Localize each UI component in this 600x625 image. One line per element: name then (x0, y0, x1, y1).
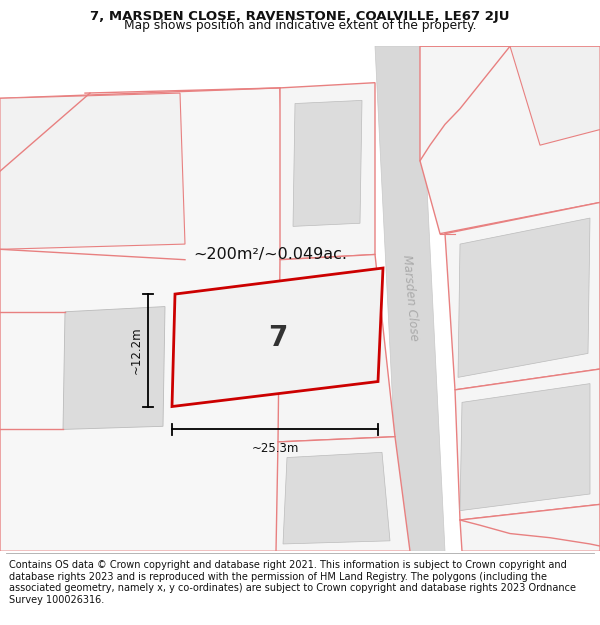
Polygon shape (375, 46, 445, 551)
Polygon shape (510, 46, 600, 145)
Polygon shape (280, 82, 375, 260)
Polygon shape (0, 93, 185, 249)
Polygon shape (0, 88, 295, 551)
Polygon shape (445, 202, 600, 390)
Text: ~200m²/~0.049ac.: ~200m²/~0.049ac. (193, 247, 347, 262)
Text: Marsden Close: Marsden Close (400, 254, 420, 342)
Text: Contains OS data © Crown copyright and database right 2021. This information is : Contains OS data © Crown copyright and d… (9, 560, 576, 605)
Text: ~25.3m: ~25.3m (251, 442, 299, 455)
Polygon shape (276, 437, 410, 551)
Text: Map shows position and indicative extent of the property.: Map shows position and indicative extent… (124, 19, 476, 32)
Polygon shape (278, 254, 395, 442)
Text: 7, MARSDEN CLOSE, RAVENSTONE, COALVILLE, LE67 2JU: 7, MARSDEN CLOSE, RAVENSTONE, COALVILLE,… (90, 10, 510, 23)
Polygon shape (182, 288, 360, 390)
Polygon shape (460, 384, 590, 511)
Text: ~12.2m: ~12.2m (130, 326, 143, 374)
Polygon shape (63, 306, 165, 429)
Polygon shape (172, 268, 383, 406)
Polygon shape (460, 504, 600, 551)
Polygon shape (420, 46, 600, 234)
Polygon shape (283, 452, 390, 544)
Polygon shape (293, 101, 362, 226)
Text: 7: 7 (268, 324, 287, 352)
Polygon shape (455, 369, 600, 520)
Polygon shape (458, 218, 590, 378)
